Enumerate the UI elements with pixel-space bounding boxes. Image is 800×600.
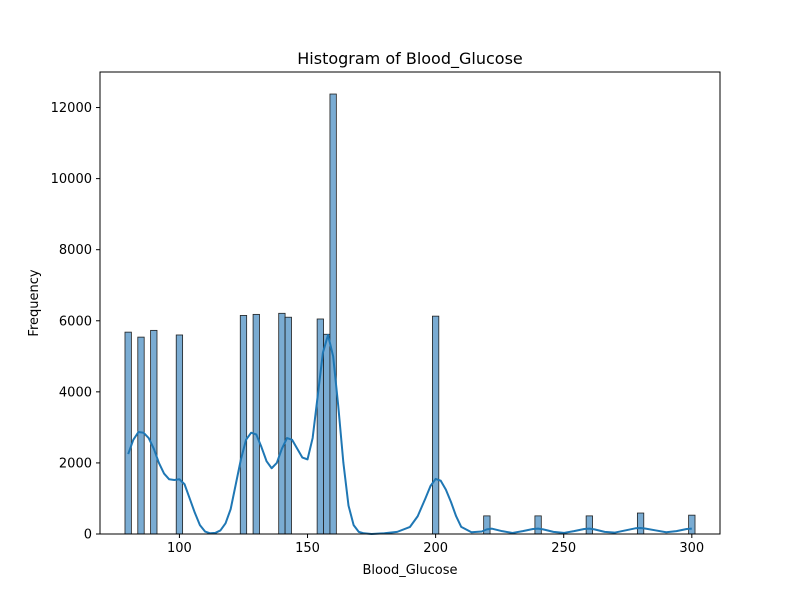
histogram-bar	[688, 514, 696, 535]
y-axis-ticks: 0 2000 4000 6000 8000 10000 12000	[51, 101, 100, 543]
histogram-bar	[137, 336, 145, 535]
y-tick-label: 4000	[59, 385, 92, 400]
y-axis-label: Frequency	[27, 269, 42, 336]
x-tick-label: 250	[551, 541, 576, 556]
y-tick-label: 8000	[59, 243, 92, 258]
plot-frame	[99, 71, 721, 535]
x-tick-label: 150	[295, 541, 320, 556]
x-tick-label: 300	[679, 541, 704, 556]
kde-group	[127, 333, 692, 535]
y-tick-label: 12000	[51, 101, 92, 116]
histogram-bar	[150, 329, 158, 535]
x-axis-ticks: 100 150 200 250 300	[167, 534, 704, 556]
x-tick-label: 100	[167, 541, 192, 556]
histogram-bar	[329, 93, 337, 535]
histogram-bar	[534, 515, 542, 535]
histogram-bar	[585, 515, 593, 535]
histogram-bar	[175, 334, 184, 535]
chart-title: Histogram of Blood_Glucose	[297, 49, 523, 69]
histogram-bar	[636, 512, 645, 535]
histogram-bar	[124, 331, 132, 535]
x-axis-label: Blood_Glucose	[363, 563, 458, 578]
histogram-bar	[278, 312, 286, 535]
x-tick-label: 200	[423, 541, 448, 556]
histogram-bar	[284, 316, 292, 535]
y-tick-label: 0	[84, 528, 92, 543]
y-tick-label: 10000	[51, 172, 92, 187]
histogram-bar	[323, 333, 331, 535]
bars-group	[124, 93, 696, 535]
y-tick-label: 6000	[59, 314, 92, 329]
histogram-bar	[252, 313, 260, 535]
kde-curve	[127, 333, 692, 535]
histogram-bar	[239, 315, 248, 535]
histogram-bar	[432, 315, 440, 535]
y-tick-label: 2000	[59, 456, 92, 471]
